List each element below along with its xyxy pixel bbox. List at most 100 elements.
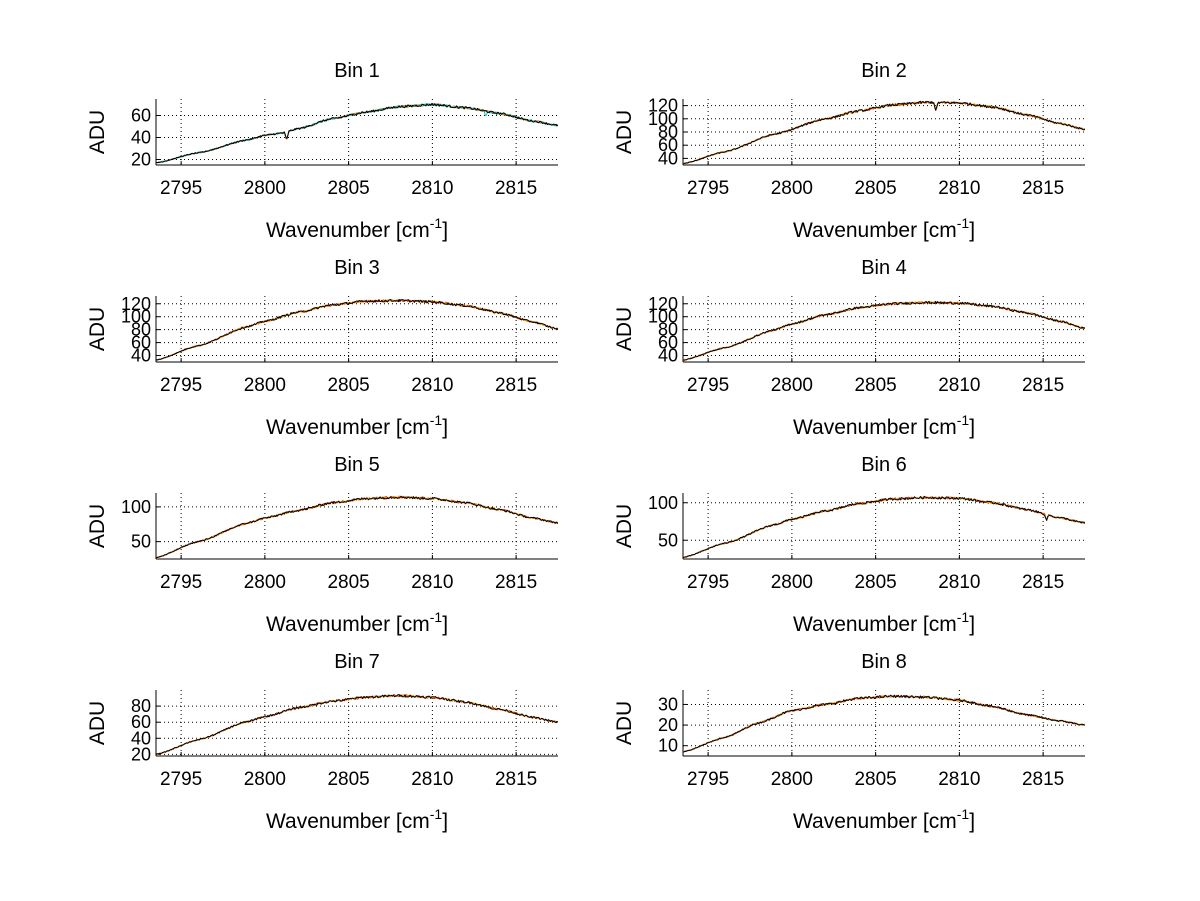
x-tick-label: 2810	[411, 572, 453, 593]
x-tick-label: 2800	[771, 178, 813, 199]
x-axis-label-main: Wavenumber [cm	[266, 810, 430, 833]
x-tick-label: 2795	[687, 769, 729, 790]
x-axis-label: Wavenumber [cm-1]	[266, 609, 448, 636]
x-axis-label: Wavenumber [cm-1]	[793, 412, 975, 439]
y-tick-label: 20	[131, 744, 151, 764]
series-red	[156, 495, 558, 559]
x-axis-label-superscript: -1	[430, 215, 443, 231]
y-tick-label: 120	[648, 96, 678, 116]
x-tick-label: 2805	[854, 178, 896, 199]
x-tick-label: 2810	[411, 375, 453, 396]
x-axis-label-end: ]	[442, 810, 448, 833]
x-tick-label: 2805	[854, 375, 896, 396]
y-tick-label: 60	[658, 135, 678, 155]
x-tick-label: 2815	[1022, 375, 1064, 396]
y-axis-label: ADU	[86, 504, 109, 548]
y-axis-label: ADU	[613, 307, 636, 351]
y-tick-label: 40	[658, 148, 678, 168]
y-tick-label: 100	[648, 109, 678, 129]
x-axis-label: Wavenumber [cm-1]	[266, 806, 448, 833]
x-axis-label: Wavenumber [cm-1]	[793, 806, 975, 833]
x-axis-label-end: ]	[969, 219, 975, 242]
x-tick-label: 2795	[687, 178, 729, 199]
y-axis-label: ADU	[613, 701, 636, 745]
series-orange	[683, 301, 1085, 361]
x-tick-label: 2800	[244, 375, 286, 396]
x-axis-label-end: ]	[442, 416, 448, 439]
x-tick-label: 2800	[244, 769, 286, 790]
series-black	[683, 300, 1085, 361]
y-tick-label: 80	[131, 320, 151, 340]
x-axis-label-superscript: -1	[430, 412, 443, 428]
x-tick-label: 2805	[327, 375, 369, 396]
y-tick-label: 100	[648, 307, 678, 327]
x-tick-label: 2800	[244, 572, 286, 593]
series-red	[683, 694, 1085, 753]
x-tick-label: 2815	[1022, 769, 1064, 790]
series-orange	[683, 496, 1085, 558]
y-axis-label: ADU	[86, 307, 109, 351]
x-tick-label: 2795	[160, 178, 202, 199]
y-tick-label: 60	[131, 333, 151, 353]
x-tick-label: 2815	[495, 769, 537, 790]
x-axis-label-main: Wavenumber [cm	[266, 613, 430, 636]
subplot-bin-6: Bin 6 2795 2800 2805 2810 2815 50 100 ADU Wavenum…	[613, 454, 1085, 636]
x-tick-label: 2805	[327, 178, 369, 199]
x-axis-label-end: ]	[969, 810, 975, 833]
x-axis-label-main: Wavenumber [cm	[793, 613, 957, 636]
y-tick-label: 40	[131, 728, 151, 748]
x-axis-label-superscript: -1	[957, 609, 970, 625]
x-tick-label: 2815	[1022, 572, 1064, 593]
x-axis-label-superscript: -1	[430, 806, 443, 822]
x-tick-label: 2810	[411, 178, 453, 199]
x-tick-label: 2815	[495, 572, 537, 593]
y-tick-label: 50	[131, 532, 151, 552]
y-tick-label: 120	[121, 294, 151, 314]
plot-title: Bin 3	[334, 257, 380, 279]
y-tick-label: 100	[121, 497, 151, 517]
y-tick-label: 30	[658, 694, 678, 714]
x-tick-label: 2815	[495, 375, 537, 396]
x-tick-label: 2795	[160, 572, 202, 593]
x-axis-label-main: Wavenumber [cm	[266, 416, 430, 439]
x-axis-label-end: ]	[969, 613, 975, 636]
x-axis-label-superscript: -1	[957, 215, 970, 231]
series-black	[683, 495, 1085, 558]
plot-title: Bin 5	[334, 454, 380, 476]
y-axis-label: ADU	[86, 701, 109, 745]
plot-title: Bin 6	[861, 454, 907, 476]
x-tick-label: 2815	[1022, 178, 1064, 199]
y-tick-label: 20	[131, 150, 151, 170]
x-axis-label: Wavenumber [cm-1]	[266, 412, 448, 439]
x-tick-label: 2810	[938, 375, 980, 396]
y-axis-label: ADU	[613, 110, 636, 154]
x-tick-label: 2795	[687, 572, 729, 593]
y-tick-label: 50	[658, 530, 678, 550]
x-axis-label-main: Wavenumber [cm	[793, 810, 957, 833]
y-tick-label: 120	[648, 294, 678, 314]
plot-title: Bin 2	[861, 60, 907, 82]
x-tick-label: 2805	[327, 572, 369, 593]
y-axis-label: ADU	[613, 504, 636, 548]
series-black	[683, 100, 1085, 165]
x-tick-label: 2800	[771, 572, 813, 593]
series-orange	[156, 495, 558, 558]
x-tick-label: 2805	[854, 769, 896, 790]
x-tick-label: 2800	[244, 178, 286, 199]
x-axis-label-superscript: -1	[957, 412, 970, 428]
x-tick-label: 2800	[771, 769, 813, 790]
x-tick-label: 2805	[854, 572, 896, 593]
x-axis-label-end: ]	[969, 416, 975, 439]
x-tick-label: 2800	[771, 375, 813, 396]
y-tick-label: 40	[658, 346, 678, 366]
plot-title: Bin 4	[861, 257, 907, 279]
y-tick-label: 100	[121, 307, 151, 327]
plot-title: Bin 8	[861, 651, 907, 673]
y-tick-label: 40	[131, 346, 151, 366]
